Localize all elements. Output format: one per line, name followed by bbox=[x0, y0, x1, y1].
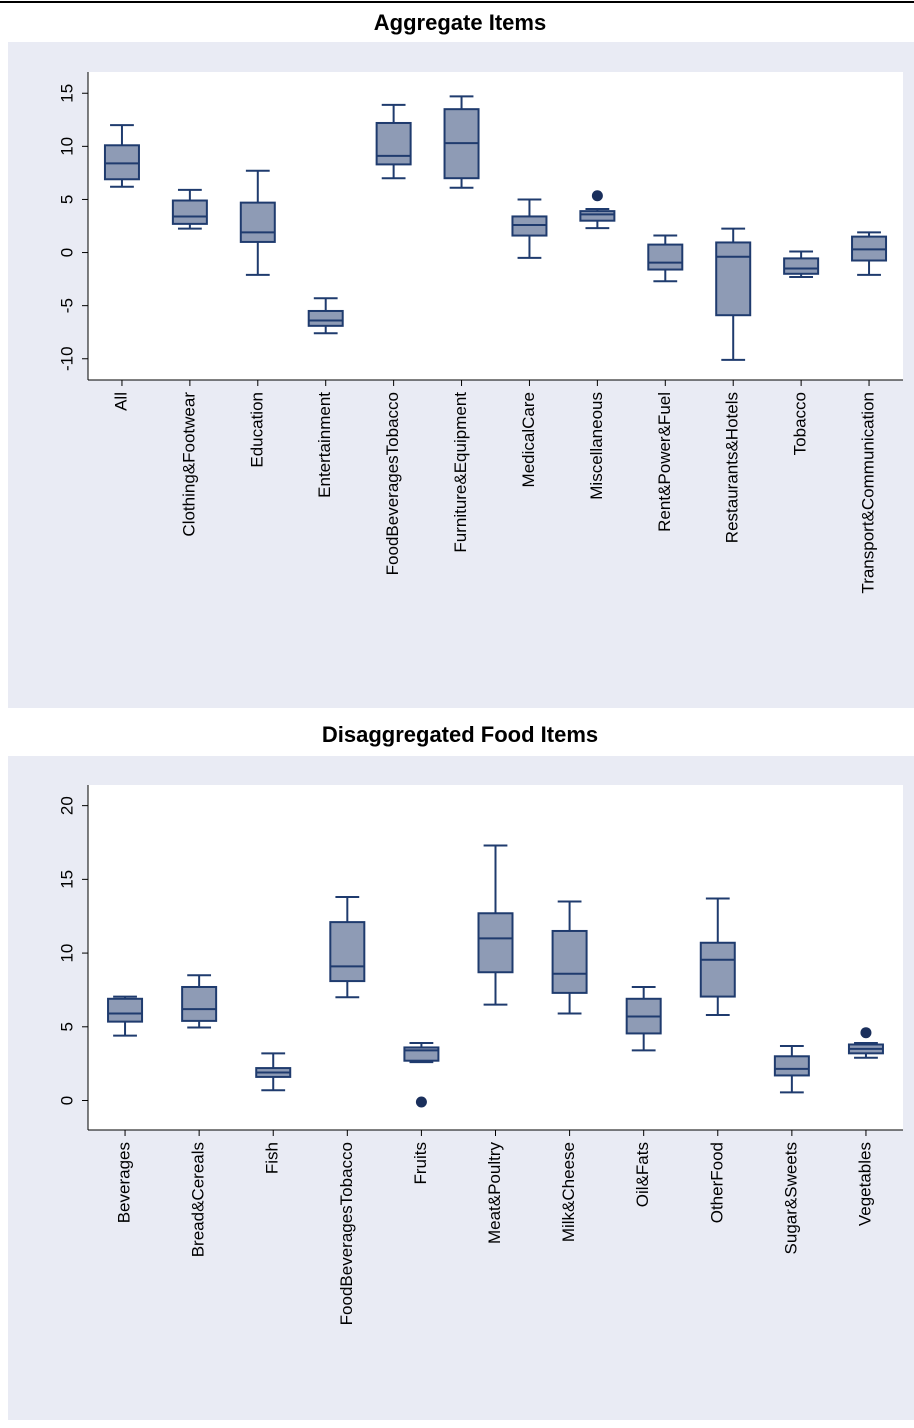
plot-area bbox=[88, 72, 903, 380]
x-tick-label: Education bbox=[247, 392, 266, 468]
x-tick-label: Entertainment bbox=[315, 392, 334, 498]
x-tick-label: All bbox=[111, 392, 130, 411]
x-tick-label: MedicalCare bbox=[519, 392, 538, 487]
y-tick-label: 5 bbox=[57, 195, 76, 204]
y-tick-label: 10 bbox=[57, 137, 76, 156]
x-tick-label: Sugar&Sweets bbox=[781, 1142, 800, 1254]
y-tick-label: 0 bbox=[57, 248, 76, 257]
x-tick-label: Restaurants&Hotels bbox=[723, 392, 742, 543]
x-tick-label: Fruits bbox=[411, 1142, 430, 1185]
y-tick-label: 0 bbox=[57, 1096, 76, 1105]
x-tick-label: Meat&Poultry bbox=[485, 1142, 504, 1245]
chart-title: Aggregate Items bbox=[374, 10, 546, 35]
box bbox=[171, 199, 208, 225]
box bbox=[181, 985, 218, 1022]
x-tick-label: Beverages bbox=[115, 1142, 134, 1223]
outlier bbox=[415, 1096, 427, 1108]
x-tick-label: Furniture&Equipment bbox=[451, 392, 470, 553]
y-tick-label: 15 bbox=[57, 84, 76, 103]
x-tick-label: Clothing&Footwear bbox=[179, 392, 198, 537]
x-tick-label: Rent&Power&Fuel bbox=[655, 392, 674, 532]
y-tick-label: 15 bbox=[57, 870, 76, 889]
y-tick-label: -5 bbox=[57, 298, 76, 313]
x-tick-label: Bread&Cereals bbox=[189, 1142, 208, 1257]
x-tick-label: Fish bbox=[263, 1142, 282, 1174]
x-tick-label: FoodBeveragesTobacco bbox=[383, 392, 402, 575]
x-tick-label: Oil&Fats bbox=[633, 1142, 652, 1207]
box bbox=[375, 121, 412, 166]
outlier bbox=[860, 1027, 872, 1039]
box bbox=[477, 912, 514, 974]
box bbox=[307, 309, 344, 327]
y-tick-label: 20 bbox=[57, 796, 76, 815]
y-tick-label: 5 bbox=[57, 1022, 76, 1031]
box bbox=[647, 243, 684, 271]
box bbox=[699, 941, 736, 998]
outlier bbox=[591, 190, 603, 202]
box bbox=[773, 1055, 810, 1077]
box bbox=[783, 257, 820, 275]
box bbox=[239, 201, 276, 243]
box bbox=[551, 929, 588, 994]
box bbox=[103, 144, 140, 181]
y-tick-label: -10 bbox=[57, 346, 76, 371]
box bbox=[579, 210, 616, 222]
x-tick-label: Transport&Communication bbox=[859, 392, 878, 594]
x-tick-label: Vegetables bbox=[855, 1142, 874, 1226]
box bbox=[511, 215, 548, 237]
box bbox=[329, 921, 366, 983]
x-tick-label: Miscellaneous bbox=[587, 392, 606, 500]
x-tick-label: Tobacco bbox=[791, 392, 810, 455]
chart-title: Disaggregated Food Items bbox=[322, 722, 598, 747]
x-tick-label: FoodBeveragesTobacco bbox=[337, 1142, 356, 1325]
x-tick-label: OtherFood bbox=[707, 1142, 726, 1223]
box bbox=[715, 241, 752, 317]
x-tick-label: Milk&Cheese bbox=[559, 1142, 578, 1242]
y-tick-label: 10 bbox=[57, 944, 76, 963]
box bbox=[107, 997, 144, 1023]
